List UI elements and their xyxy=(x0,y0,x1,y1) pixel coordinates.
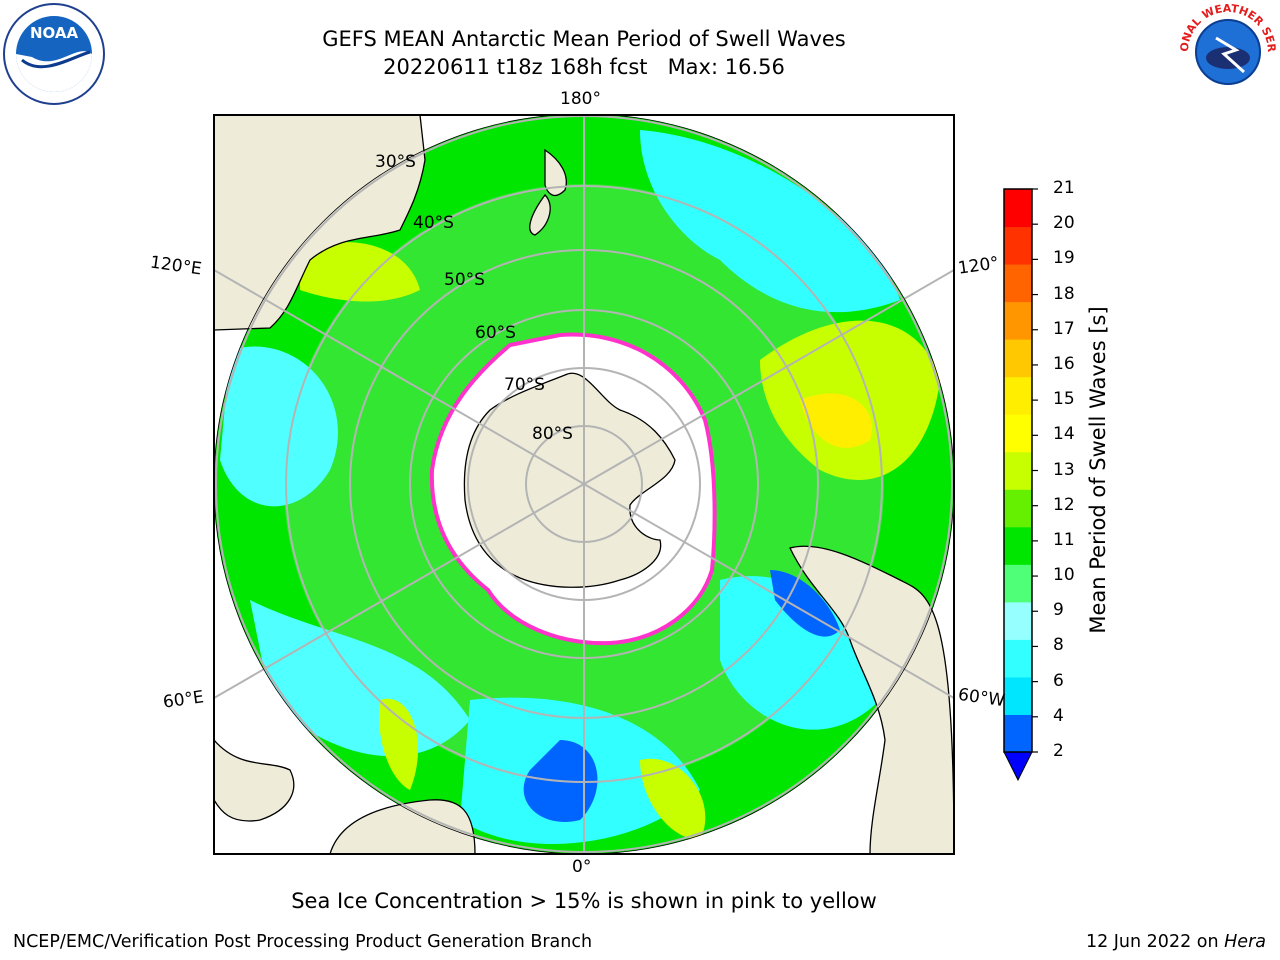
colorbar-segment xyxy=(1004,526,1032,565)
colorbar-tick-label: 9 xyxy=(1053,600,1064,621)
colorbar-tick-label: 17 xyxy=(1053,318,1075,339)
lon-label-180: 180° xyxy=(560,89,601,109)
colorbar-tick-label: 6 xyxy=(1053,670,1064,691)
chart-subtitle: 20220611 t18z 168h fcst Max: 16.56 xyxy=(383,55,785,79)
lat-label-70s: 70°S xyxy=(504,375,545,395)
graticule xyxy=(214,115,954,854)
colorbar-tick-label: 8 xyxy=(1053,635,1064,656)
colorbar-tick-label: 13 xyxy=(1053,459,1075,480)
lat-label-80s: 80°S xyxy=(532,424,573,444)
colorbar-tick-label: 16 xyxy=(1053,353,1075,374)
colorbar-segment xyxy=(1004,714,1032,753)
colorbar-tick-label: 15 xyxy=(1053,389,1075,410)
colorbar-segment xyxy=(1004,414,1032,453)
colorbar-segment xyxy=(1004,451,1032,490)
colorbar-segment xyxy=(1004,264,1032,303)
chart-title: GEFS MEAN Antarctic Mean Period of Swell… xyxy=(322,27,846,51)
colorbar-tick-label: 20 xyxy=(1053,213,1075,234)
colorbar-tick-label: 19 xyxy=(1053,248,1075,269)
lat-label-30s: 30°S xyxy=(375,152,416,172)
run-host: Hera xyxy=(1224,932,1266,952)
colorbar-segment xyxy=(1004,226,1032,265)
colorbar-segment xyxy=(1004,601,1032,640)
colorbar-segment xyxy=(1004,339,1032,378)
colorbar-segment xyxy=(1004,301,1032,340)
colorbar-tick-label: 2 xyxy=(1053,741,1064,761)
land-masses xyxy=(214,115,954,854)
colorbar xyxy=(1003,188,1038,782)
run-date: 12 Jun 2022 on Hera xyxy=(1086,932,1266,952)
colorbar-segment xyxy=(1004,189,1032,228)
colorbar-tick-label: 18 xyxy=(1053,283,1075,304)
colorbar-segment xyxy=(1004,489,1032,528)
colorbar-extend-arrow xyxy=(1003,751,1033,782)
colorbar-tick-label: 4 xyxy=(1053,705,1064,726)
lat-label-50s: 50°S xyxy=(444,270,485,290)
antarctica-land xyxy=(463,372,676,588)
lat-label-40s: 40°S xyxy=(413,213,454,233)
run-date-prefix: 12 Jun 2022 on xyxy=(1085,932,1225,952)
colorbar-tick-label: 11 xyxy=(1053,529,1075,550)
colorbar-label: Mean Period of Swell Waves [s] xyxy=(1086,306,1110,634)
credit-text: NCEP/EMC/Verification Post Processing Pr… xyxy=(13,932,593,952)
colorbar-tick-label: 14 xyxy=(1053,424,1075,445)
colorbar-tick-label: 10 xyxy=(1053,565,1075,586)
lon-label-0: 0° xyxy=(572,857,592,877)
colorbar-tick-label: 12 xyxy=(1053,494,1075,515)
colorbar-segment xyxy=(1004,676,1032,715)
colorbar-segment xyxy=(1004,564,1032,603)
sea-ice-note: Sea Ice Concentration > 15% is shown in … xyxy=(291,889,877,913)
noaa-logo-text: NOAA xyxy=(30,24,79,42)
lat-label-60s: 60°S xyxy=(475,323,516,343)
colorbar-segment xyxy=(1004,376,1032,415)
nws-logo: NATIONAL WEATHER SERVICE xyxy=(1178,2,1278,100)
colorbar-segment xyxy=(1004,639,1032,678)
noaa-logo: NOAA xyxy=(3,3,105,105)
map-frame xyxy=(213,114,955,855)
colorbar-tick-label: 21 xyxy=(1053,178,1075,198)
